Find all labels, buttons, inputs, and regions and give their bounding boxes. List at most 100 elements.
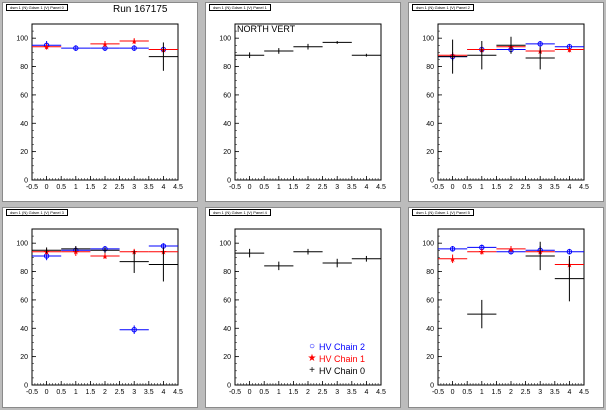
data-point xyxy=(119,325,149,334)
data-point: ★ xyxy=(467,248,497,257)
data-point xyxy=(148,42,178,71)
y-tick-label: 40 xyxy=(426,326,434,333)
y-tick-label: 20 xyxy=(223,354,231,361)
legend-label: HV Chain 1 xyxy=(319,354,366,364)
marker-circle xyxy=(131,45,137,51)
x-tick-label: 0.5 xyxy=(259,389,269,396)
legend-label: HV Chain 2 xyxy=(319,342,366,352)
y-tick-label: 100 xyxy=(219,36,231,43)
chart-svg: -0.500.511.522.533.544.5020406080100★★★★… xyxy=(16,228,183,396)
x-tick-label: 1.5 xyxy=(492,389,502,396)
panel-0: -0.500.511.522.533.544.5020406080100★★★★… xyxy=(2,2,198,202)
panel-1: -0.5 0 0.5 1 1.5 2 2.5 3 3.5 4 4.5 0 20 40 60 80 100 dsm… xyxy=(205,2,401,202)
y-tick-label: 20 xyxy=(20,149,28,156)
x-tick-label: 2.5 xyxy=(318,184,328,191)
x-tick-label: 4.5 xyxy=(173,389,183,396)
x-tick-label: 0.5 xyxy=(56,389,66,396)
y-tick-label: 80 xyxy=(20,269,28,276)
north-vert-label: NORTH VERT xyxy=(237,24,296,34)
x-tick-label: 4.5 xyxy=(173,184,183,191)
x-tick-label: 3.5 xyxy=(550,184,560,191)
y-tick-label: 60 xyxy=(223,92,231,99)
x-tick-label: 1.5 xyxy=(86,184,96,191)
x-tick-label: 1 xyxy=(480,184,484,191)
y-tick-label: 40 xyxy=(20,121,28,128)
x-tick-label: 0 xyxy=(45,389,49,396)
legend-entry-chain2: ○ HV Chain 2 xyxy=(305,341,365,353)
data-point xyxy=(496,36,526,54)
data-point xyxy=(264,48,294,54)
x-tick-label: 2 xyxy=(306,184,310,191)
data-point xyxy=(322,258,352,268)
data-point xyxy=(32,247,62,254)
x-tick-label: 3 xyxy=(335,389,339,396)
data-point xyxy=(525,46,555,70)
x-tick-label: 4 xyxy=(161,184,165,191)
marker-star: ★ xyxy=(449,255,456,264)
y-tick-label: 20 xyxy=(426,149,434,156)
x-tick-label: 3.5 xyxy=(144,389,154,396)
data-point: ★ xyxy=(438,254,468,264)
x-tick-label: 2 xyxy=(509,184,513,191)
data-point: ★ xyxy=(496,245,526,254)
x-tick-label: 0 xyxy=(45,184,49,191)
data-point xyxy=(554,248,584,255)
panel-5: -0.500.511.522.533.544.5020406080100★★★★… xyxy=(408,207,604,408)
data-point: ★ xyxy=(90,252,120,261)
x-tick-label: 0.5 xyxy=(56,184,66,191)
panel-title: dsm 1 (N) Gdsm 1 (V) Panel 5 xyxy=(412,209,474,216)
data-point: ★ xyxy=(90,40,120,49)
y-tick-label: 80 xyxy=(20,64,28,71)
data-point xyxy=(235,52,265,59)
panel-title: dsm 1 (N) Gdsm 1 (V) Panel 0 xyxy=(6,4,68,11)
y-tick-label: 80 xyxy=(426,269,434,276)
x-tick-label: 0 xyxy=(248,389,252,396)
x-tick-label: -0.5 xyxy=(229,389,241,396)
x-tick-label: -0.5 xyxy=(26,389,38,396)
marker-star: ★ xyxy=(72,248,79,257)
data-point xyxy=(467,41,497,70)
x-tick-label: 4 xyxy=(364,389,368,396)
legend-label: HV Chain 0 xyxy=(319,366,366,376)
y-tick-label: 60 xyxy=(20,297,28,304)
data-point xyxy=(293,43,323,50)
x-tick-label: -0.5 xyxy=(432,389,444,396)
x-tick-label: 0 xyxy=(451,184,455,191)
panel-title: dsm 1 (N) Gdsm 1 (V) Panel 4 xyxy=(209,209,271,216)
x-tick-label: 4 xyxy=(567,184,571,191)
data-point: ★ xyxy=(32,43,62,52)
x-tick-label: 3.5 xyxy=(550,389,560,396)
x-tick-label: 0 xyxy=(248,184,252,191)
panel-title: dsm 1 (N) Gdsm 1 (V) Panel 2 xyxy=(412,4,474,11)
y-tick-label: 0 xyxy=(227,383,231,390)
marker-star: ★ xyxy=(43,43,50,52)
y-tick-label: 60 xyxy=(426,92,434,99)
panel-title: dsm 1 (N) Gdsm 1 (V) Panel 3 xyxy=(6,209,68,216)
x-tick-label: 0 xyxy=(451,389,455,396)
legend-entry-chain1: ★ HV Chain 1 xyxy=(305,353,366,365)
y-tick-label: 40 xyxy=(223,326,231,333)
x-tick-label: 4.5 xyxy=(376,389,386,396)
data-point xyxy=(148,247,178,282)
x-tick-label: 0.5 xyxy=(259,184,269,191)
y-tick-label: 20 xyxy=(20,354,28,361)
x-tick-label: 4.5 xyxy=(376,184,386,191)
y-tick-label: 20 xyxy=(426,354,434,361)
x-tick-label: 2 xyxy=(103,184,107,191)
panel-4: -0.5 0 0.5 1 1.5 2 2.5 3 3.5 4 4.5 0 20 40 60 80 100 dsm… xyxy=(205,207,401,408)
x-tick-label: 1 xyxy=(480,389,484,396)
x-tick-label: 1.5 xyxy=(289,184,299,191)
y-tick-label: 40 xyxy=(223,121,231,128)
data-point xyxy=(525,241,555,271)
x-tick-label: 2.5 xyxy=(115,389,125,396)
x-tick-label: 3.5 xyxy=(347,389,357,396)
x-tick-label: 3 xyxy=(132,184,136,191)
x-tick-label: 1 xyxy=(277,184,281,191)
panel-3: -0.500.511.522.533.544.5020406080100★★★★… xyxy=(2,207,198,408)
marker-circle xyxy=(131,326,137,333)
run-label: Run 167175 xyxy=(113,4,168,15)
x-tick-label: 1.5 xyxy=(86,389,96,396)
x-tick-label: 1 xyxy=(74,389,78,396)
y-tick-label: 80 xyxy=(426,64,434,71)
